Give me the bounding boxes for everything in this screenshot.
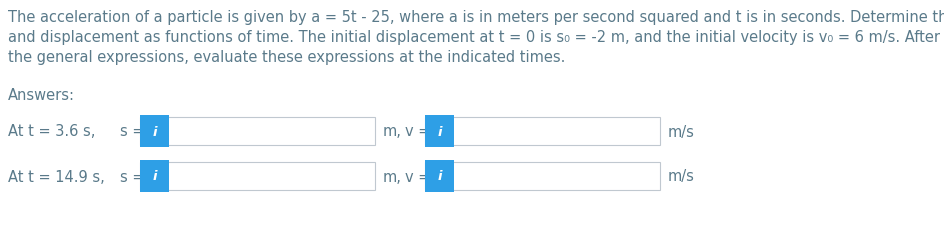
Text: i: i <box>152 125 157 138</box>
Text: the general expressions, evaluate these expressions at the indicated times.: the general expressions, evaluate these … <box>8 50 565 65</box>
FancyBboxPatch shape <box>425 115 454 147</box>
FancyBboxPatch shape <box>140 115 169 147</box>
Text: m/s: m/s <box>667 124 694 139</box>
Text: and displacement as functions of time. The initial displacement at t = 0 is s₀ =: and displacement as functions of time. T… <box>8 30 944 45</box>
Text: m/s: m/s <box>667 169 694 184</box>
Text: s =: s = <box>120 169 144 184</box>
FancyBboxPatch shape <box>425 117 659 145</box>
Text: Answers:: Answers: <box>8 88 75 103</box>
Text: The acceleration of a particle is given by a = 5t - 25, where a is in meters per: The acceleration of a particle is given … <box>8 10 944 25</box>
Text: m,: m, <box>382 169 401 184</box>
Text: At t = 3.6 s,: At t = 3.6 s, <box>8 124 95 139</box>
FancyBboxPatch shape <box>140 162 375 190</box>
Text: v =: v = <box>405 169 430 184</box>
FancyBboxPatch shape <box>425 162 659 190</box>
Text: i: i <box>152 170 157 183</box>
Text: At t = 14.9 s,: At t = 14.9 s, <box>8 169 105 184</box>
Text: i: i <box>437 125 442 138</box>
Text: i: i <box>437 170 442 183</box>
Text: m,: m, <box>382 124 401 139</box>
Text: v =: v = <box>405 124 430 139</box>
FancyBboxPatch shape <box>140 117 375 145</box>
FancyBboxPatch shape <box>140 160 169 192</box>
Text: s =: s = <box>120 124 144 139</box>
FancyBboxPatch shape <box>425 160 454 192</box>
